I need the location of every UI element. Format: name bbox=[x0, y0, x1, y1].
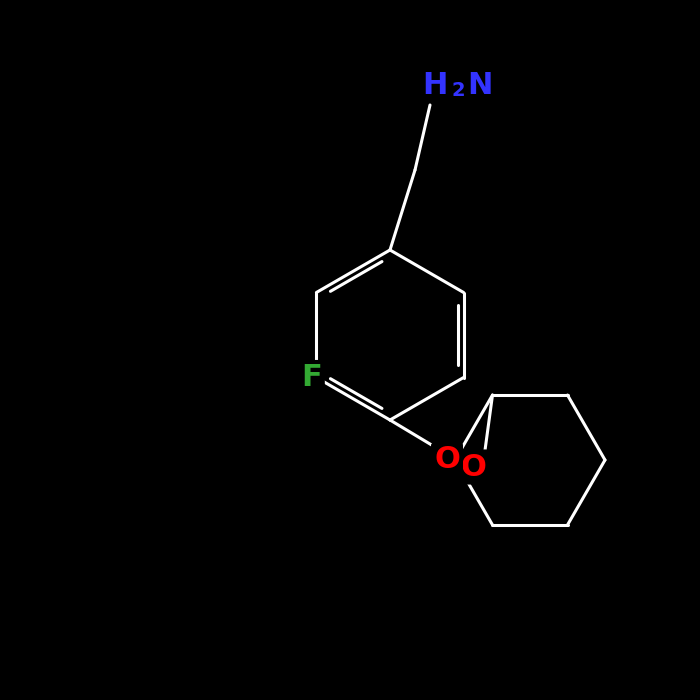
Text: 2: 2 bbox=[452, 81, 465, 101]
Text: F: F bbox=[301, 363, 322, 392]
Text: N: N bbox=[468, 71, 493, 99]
Text: O: O bbox=[460, 452, 486, 482]
Text: H: H bbox=[422, 71, 448, 99]
Text: O: O bbox=[434, 445, 460, 475]
